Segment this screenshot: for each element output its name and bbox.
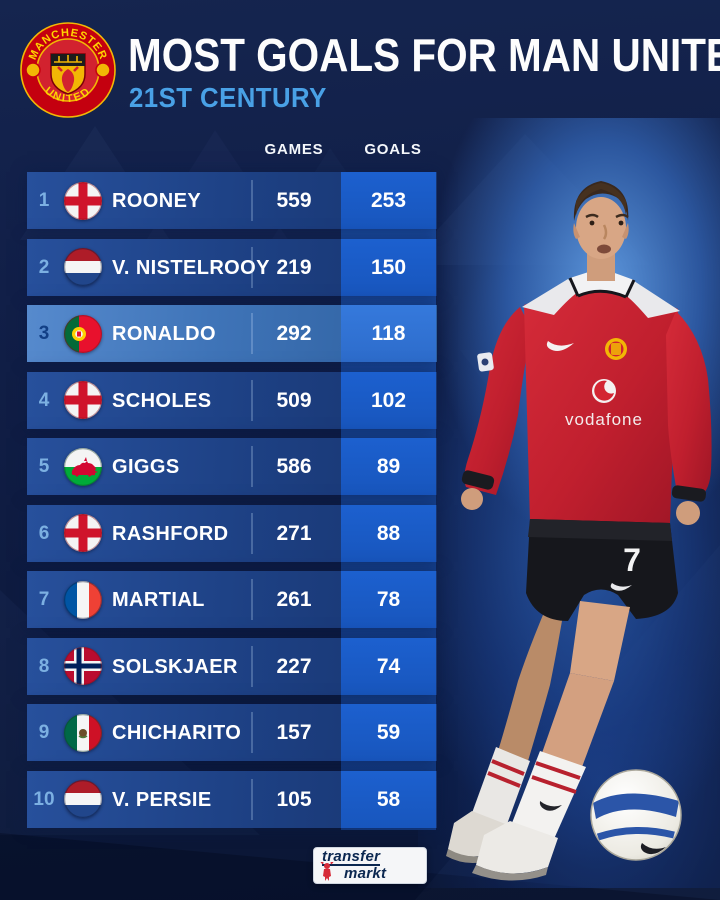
column-divider <box>251 246 253 288</box>
page-title: MOST GOALS FOR MAN UNITED <box>128 29 720 81</box>
games-value: 105 <box>276 787 312 811</box>
games-value: 292 <box>276 322 312 345</box>
column-divider <box>251 778 253 820</box>
player-name: GIGGS <box>112 456 180 478</box>
football <box>590 769 682 861</box>
rank-label: 8 <box>38 655 50 677</box>
shirt-crest-icon <box>605 338 627 360</box>
crest-football-right-icon <box>95 62 111 78</box>
column-divider <box>251 446 253 487</box>
transfermarkt-logo: transfer markt <box>313 847 427 884</box>
player-name: SOLSKJAER <box>112 655 238 678</box>
flag-england-icon <box>64 181 102 220</box>
player-name: CHICHARITO <box>112 722 242 744</box>
games-value: 509 <box>276 388 312 412</box>
column-divider <box>251 645 253 687</box>
games-value: 559 <box>276 189 312 212</box>
player-front-leg <box>472 601 630 881</box>
player-name: RASHFORD <box>112 522 229 545</box>
goals-column-band <box>341 172 436 830</box>
flag-mexico-icon <box>64 713 102 752</box>
column-header-goals: GOALS <box>364 141 422 158</box>
games-value: 261 <box>276 588 312 611</box>
rank-label: 2 <box>38 256 50 278</box>
transfermarkt-devil-icon <box>320 862 334 881</box>
games-value: 586 <box>276 455 312 478</box>
man-united-crest-icon: MANCHESTER UNITED <box>20 22 116 118</box>
column-divider <box>251 512 253 554</box>
page-subtitle: 21ST CENTURY <box>129 82 327 113</box>
rank-label: 1 <box>38 190 50 211</box>
flag-england-icon <box>64 381 102 419</box>
player-name: V. NISTELROOY <box>112 256 270 279</box>
player-name: RONALDO <box>112 323 216 345</box>
flag-portugal-icon <box>64 314 102 353</box>
rank-label: 7 <box>38 589 50 610</box>
column-header-games: GAMES <box>264 141 324 158</box>
games-value: 219 <box>276 255 312 279</box>
column-divider <box>251 712 253 753</box>
player-name: ROONEY <box>112 190 202 212</box>
shirt-sponsor-text: vodafone <box>565 410 643 429</box>
transfermarkt-text-top: transfer <box>322 848 381 866</box>
games-value: 271 <box>276 521 312 545</box>
rank-label: 6 <box>38 522 50 544</box>
flag-netherlands-icon <box>64 248 102 286</box>
player-name: SCHOLES <box>112 389 212 412</box>
player-shorts: 7 <box>526 519 678 621</box>
shirt-sponsor-logo: vodafone <box>565 379 643 429</box>
transfermarkt-text-bottom: markt <box>344 865 387 882</box>
player-name: V. PERSIE <box>112 788 212 811</box>
crest-shield-icon <box>50 53 86 95</box>
column-divider <box>251 180 253 221</box>
games-value: 227 <box>276 654 312 678</box>
player-back-leg <box>446 603 564 864</box>
games-value: 157 <box>276 721 312 744</box>
player-photo: vodafone 7 <box>446 181 712 881</box>
flag-norway-icon <box>64 647 102 685</box>
crest-football-left-icon <box>25 62 41 78</box>
rank-label: 5 <box>38 456 50 477</box>
rank-label: 4 <box>38 389 50 411</box>
player-shirt: vodafone <box>477 268 712 531</box>
player-name: MARTIAL <box>112 589 205 611</box>
player-back-arm <box>461 307 532 510</box>
column-divider <box>251 313 253 354</box>
flag-england-icon <box>64 514 102 552</box>
column-divider <box>251 579 253 620</box>
rank-label: 10 <box>33 788 55 810</box>
shorts-number: 7 <box>623 542 641 578</box>
player-head <box>573 181 629 281</box>
flag-wales-icon <box>64 447 102 486</box>
rank-label: 9 <box>38 722 50 743</box>
flag-netherlands-icon <box>64 780 102 818</box>
column-divider <box>251 379 253 421</box>
flag-france-icon <box>64 580 102 619</box>
rank-label: 3 <box>38 323 50 344</box>
